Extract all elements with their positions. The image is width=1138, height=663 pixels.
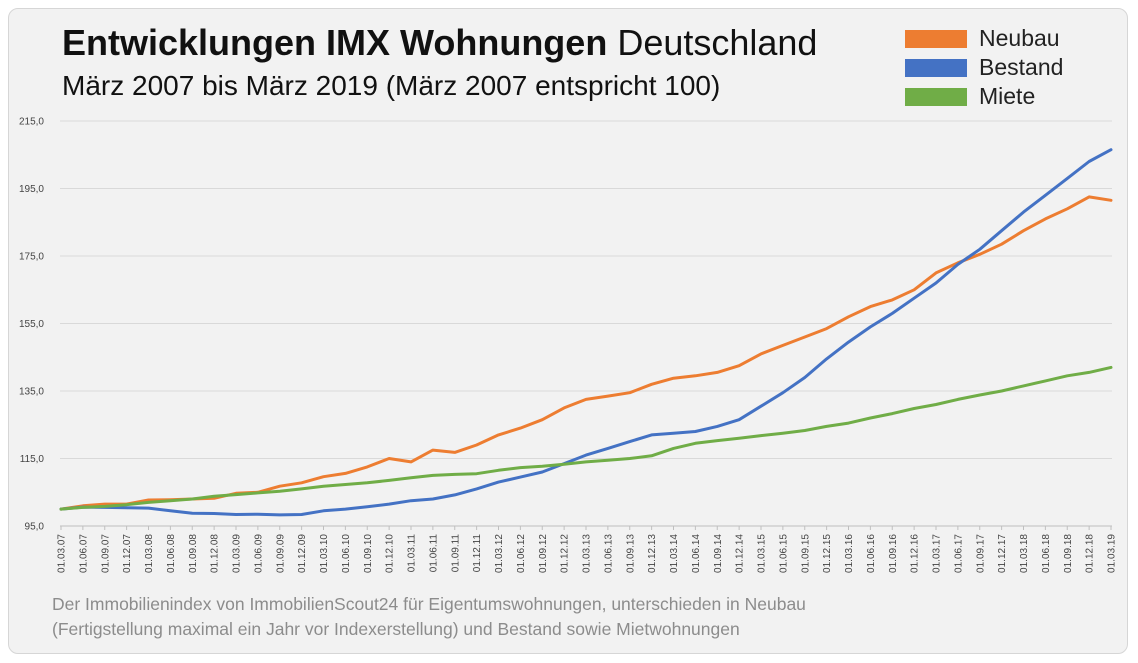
legend-swatch-bestand xyxy=(905,58,967,77)
x-tick-label: 01.12.07 xyxy=(122,534,133,573)
y-tick-label: 155,0 xyxy=(19,319,44,330)
footnote: Der Immobilienindex von ImmobilienScout2… xyxy=(52,592,806,642)
series-line-bestand xyxy=(59,148,1113,517)
x-tick-label: 01.06.13 xyxy=(603,534,614,573)
x-tick-label: 01.06.11 xyxy=(428,534,439,573)
x-tick-label: 01.12.08 xyxy=(210,534,221,573)
x-tick-label: 01.03.08 xyxy=(144,534,155,573)
chart-card xyxy=(8,8,1128,654)
x-tick-label: 01.12.16 xyxy=(910,534,921,573)
x-tick-label: 01.12.11 xyxy=(472,534,483,573)
series-line-miete xyxy=(59,365,1113,511)
x-tick-label: 01.03.14 xyxy=(669,534,680,573)
x-tick-label: 01.12.12 xyxy=(560,534,571,573)
x-tick-label: 01.06.08 xyxy=(166,534,177,573)
x-tick-label: 01.06.15 xyxy=(778,534,789,573)
y-tick-label: 115,0 xyxy=(20,454,45,465)
x-tick-label: 01.12.10 xyxy=(385,534,396,573)
x-tick-label: 01.06.10 xyxy=(341,534,352,573)
x-tick-label: 01.09.08 xyxy=(188,534,199,573)
legend-label-bestand: Bestand xyxy=(979,54,1064,80)
x-tick-label: 01.03.12 xyxy=(494,534,505,573)
footnote-line-1: Der Immobilienindex von ImmobilienScout2… xyxy=(52,594,806,614)
x-tick-label: 01.09.12 xyxy=(538,534,549,573)
chart-subtitle: März 2007 bis März 2019 (März 2007 entsp… xyxy=(62,70,721,101)
x-tick-label: 01.03.18 xyxy=(1019,534,1030,573)
x-tick-label: 01.09.11 xyxy=(450,534,461,573)
x-tick-label: 01.09.16 xyxy=(888,534,899,573)
x-tick-label: 01.12.15 xyxy=(822,534,833,573)
x-tick-label: 01.12.17 xyxy=(997,534,1008,573)
x-tick-label: 01.09.15 xyxy=(800,534,811,573)
legend-label-miete: Miete xyxy=(979,83,1036,109)
x-tick-label: 01.03.10 xyxy=(319,534,330,573)
x-tick-label: 01.12.14 xyxy=(735,534,746,573)
y-tick-label: 175,0 xyxy=(19,252,44,263)
legend-item-neubau: Neubau xyxy=(905,24,1063,53)
chart-title-rest: Deutschland xyxy=(617,22,818,63)
chart-title-bold: Entwicklungen IMX Wohnungen xyxy=(62,22,608,63)
series-lines xyxy=(59,148,1113,517)
x-tick-label: 01.12.09 xyxy=(297,534,308,573)
legend-swatch-miete xyxy=(905,87,967,106)
y-tick-label: 215,0 xyxy=(19,117,44,128)
x-tick-label: 01.12.18 xyxy=(1085,534,1096,573)
x-tick-label: 01.06.18 xyxy=(1041,534,1052,573)
y-tick-label: 95,0 xyxy=(25,522,45,533)
x-tick-label: 01.06.16 xyxy=(866,534,877,573)
x-tick-label: 01.03.16 xyxy=(844,534,855,573)
x-tick-label: 01.09.18 xyxy=(1063,534,1074,573)
x-tick-label: 01.09.09 xyxy=(275,534,286,573)
x-tick-label: 01.06.17 xyxy=(953,534,964,573)
footnote-line-2: (Fertigstellung maximal ein Jahr vor Ind… xyxy=(52,619,740,639)
legend-item-miete: Miete xyxy=(905,82,1063,111)
y-tick-label: 195,0 xyxy=(19,184,44,195)
x-tick-label: 01.03.15 xyxy=(757,534,768,573)
x-tick-label: 01.06.12 xyxy=(516,534,527,573)
x-tick-label: 01.03.19 xyxy=(1107,534,1118,573)
x-tick-label: 01.03.11 xyxy=(407,534,418,573)
x-tick-label: 01.03.17 xyxy=(932,534,943,573)
legend-swatch-neubau xyxy=(905,29,967,48)
x-tick-label: 01.12.13 xyxy=(647,534,658,573)
x-tick-label: 01.03.07 xyxy=(57,534,68,573)
x-tick-label: 01.06.07 xyxy=(78,534,89,573)
x-tick-label: 01.09.10 xyxy=(363,534,374,573)
x-tick-label: 01.06.09 xyxy=(253,534,264,573)
gridlines xyxy=(60,120,1112,527)
x-axis: 01.03.07 01.06.07 01.09.07 01.12.07 01.03.08… xyxy=(57,526,1118,573)
x-tick-label: 01.03.09 xyxy=(232,534,243,573)
x-tick-label: 01.09.07 xyxy=(100,534,111,573)
legend-label-neubau: Neubau xyxy=(979,25,1060,51)
legend: Neubau Bestand Miete xyxy=(905,24,1063,111)
x-tick-label: 01.09.13 xyxy=(625,534,636,573)
legend-item-bestand: Bestand xyxy=(905,53,1063,82)
chart-title: Entwicklungen IMX Wohnungen Deutschland xyxy=(62,22,817,64)
x-tick-label: 01.09.14 xyxy=(713,534,724,573)
y-axis: 95,0 115,0 135,0 155,0 175,0 195,0 215,0 xyxy=(19,117,44,533)
x-tick-label: 01.03.13 xyxy=(582,534,593,573)
y-tick-label: 135,0 xyxy=(19,387,44,398)
x-tick-label: 01.09.17 xyxy=(975,534,986,573)
x-tick-label: 01.06.14 xyxy=(691,534,702,573)
